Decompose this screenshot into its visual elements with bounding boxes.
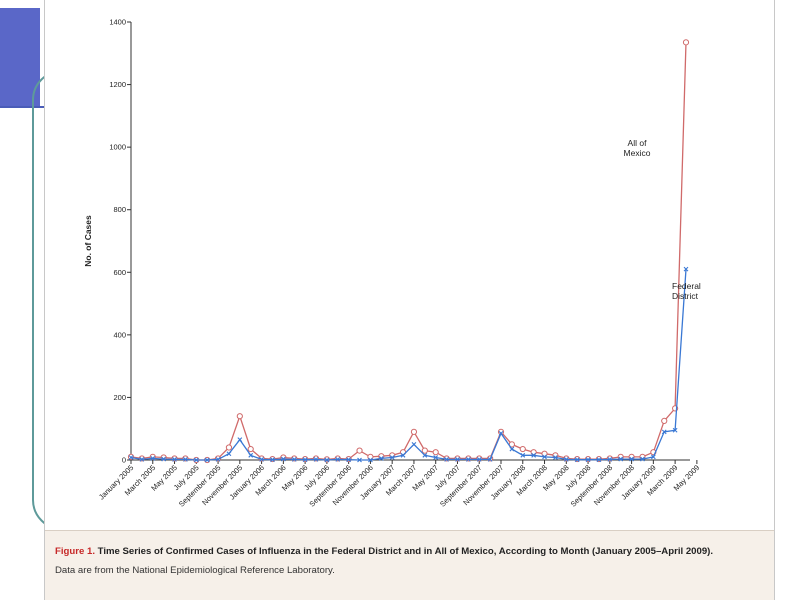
data-point-federal-district <box>204 457 210 463</box>
data-point-federal-district <box>400 452 406 458</box>
data-point-federal-district <box>128 455 134 460</box>
annotation-federal-district: District <box>672 291 699 301</box>
y-tick-label: 0 <box>122 456 126 465</box>
data-point-federal-district <box>150 456 156 461</box>
data-point-federal-district <box>509 446 515 452</box>
data-point-federal-district <box>313 456 319 462</box>
y-tick-label: 200 <box>113 393 126 402</box>
data-point-federal-district <box>248 452 254 458</box>
data-point-all-of-mexico <box>465 455 472 462</box>
data-point-all-of-mexico <box>356 447 363 454</box>
data-point-federal-district <box>531 452 537 458</box>
data-point-federal-district <box>520 452 526 458</box>
data-point-federal-district <box>270 457 275 463</box>
data-point-federal-district <box>661 429 667 435</box>
caption-note: Data are from the National Epidemiologic… <box>55 565 335 576</box>
data-point-federal-district <box>574 457 580 463</box>
data-point-federal-district <box>683 266 689 272</box>
data-point-federal-district <box>237 437 243 443</box>
data-point-all-of-mexico <box>236 413 243 420</box>
data-point-federal-district <box>444 456 449 462</box>
caption-figure-label: Figure 1. <box>55 546 95 557</box>
data-point-federal-district <box>215 456 221 462</box>
data-point-federal-district <box>650 454 656 460</box>
data-point-federal-district <box>291 456 297 462</box>
data-point-all-of-mexico <box>312 455 320 462</box>
figure-caption: Figure 1. Time Series of Confirmed Cases… <box>45 530 774 600</box>
data-point-federal-district <box>476 456 482 462</box>
data-point-federal-district <box>357 457 362 463</box>
y-tick-label: 1400 <box>109 18 126 27</box>
data-point-federal-district <box>346 457 352 463</box>
data-point-federal-district <box>259 456 264 462</box>
data-point-federal-district <box>433 455 439 460</box>
data-point-federal-district <box>389 455 395 460</box>
caption-title: Figure 1. Time Series of Confirmed Cases… <box>55 545 764 559</box>
data-point-federal-district <box>172 456 177 462</box>
data-point-federal-district <box>183 456 188 462</box>
data-point-all-of-mexico <box>334 455 341 462</box>
data-point-federal-district <box>411 441 417 447</box>
data-point-federal-district <box>563 456 569 462</box>
data-point-federal-district <box>455 456 460 462</box>
series-line-federal-district <box>130 269 687 461</box>
y-tick-label: 1000 <box>109 143 126 152</box>
data-point-federal-district <box>422 452 428 458</box>
series-line-all-of-mexico <box>130 42 687 461</box>
y-axis-label: No. of Cases <box>83 215 93 267</box>
data-point-federal-district <box>498 431 504 436</box>
data-point-federal-district <box>368 457 373 463</box>
data-point-federal-district <box>553 455 558 460</box>
data-point-federal-district <box>487 456 493 462</box>
data-point-all-of-mexico <box>454 455 461 462</box>
data-point-federal-district <box>378 456 384 461</box>
y-tick-label: 1200 <box>109 80 126 89</box>
y-tick-label: 800 <box>113 205 126 214</box>
annotation-federal-district: Federal <box>672 281 701 291</box>
data-point-federal-district <box>596 457 602 463</box>
figure-panel: 0 200 400 600 800 1000 1200 1400 No. of Cases Jan… <box>44 0 775 600</box>
data-point-all-of-mexico <box>291 455 298 462</box>
y-tick-label: 600 <box>113 268 126 277</box>
data-point-federal-district <box>335 456 341 462</box>
data-point-federal-district <box>324 457 330 463</box>
data-point-federal-district <box>640 456 645 462</box>
data-point-federal-district <box>672 427 678 433</box>
data-point-all-of-mexico <box>476 455 483 462</box>
data-point-federal-district <box>465 456 471 462</box>
data-point-federal-district <box>161 456 167 462</box>
data-point-federal-district <box>629 456 634 462</box>
caption-title-text: Time Series of Confirmed Cases of Influe… <box>94 546 714 557</box>
data-point-federal-district <box>139 456 145 462</box>
data-point-all-of-mexico <box>182 455 189 462</box>
data-point-all-of-mexico <box>171 455 178 462</box>
data-point-federal-district <box>585 457 591 463</box>
data-point-federal-district <box>542 454 547 460</box>
data-point-all-of-mexico <box>410 428 418 435</box>
annotation-all-of-mexico: Mexico <box>624 148 651 158</box>
y-tick-label: 400 <box>113 330 126 339</box>
data-point-federal-district <box>280 456 286 462</box>
data-point-all-of-mexico <box>682 39 690 46</box>
data-point-federal-district <box>302 457 308 463</box>
data-point-all-of-mexico <box>606 455 613 462</box>
data-point-federal-district <box>226 451 232 457</box>
data-point-all-of-mexico <box>421 447 428 454</box>
data-point-all-of-mexico <box>225 444 233 451</box>
data-point-federal-district <box>618 456 624 462</box>
data-point-all-of-mexico <box>519 445 526 453</box>
data-point-all-of-mexico <box>432 449 439 456</box>
data-point-federal-district <box>607 456 613 462</box>
data-point-all-of-mexico <box>247 445 254 453</box>
data-point-federal-district <box>193 457 199 463</box>
slide-accent-line <box>0 106 48 108</box>
annotation-all-of-mexico: All of <box>628 138 648 148</box>
data-point-all-of-mexico <box>661 417 668 424</box>
